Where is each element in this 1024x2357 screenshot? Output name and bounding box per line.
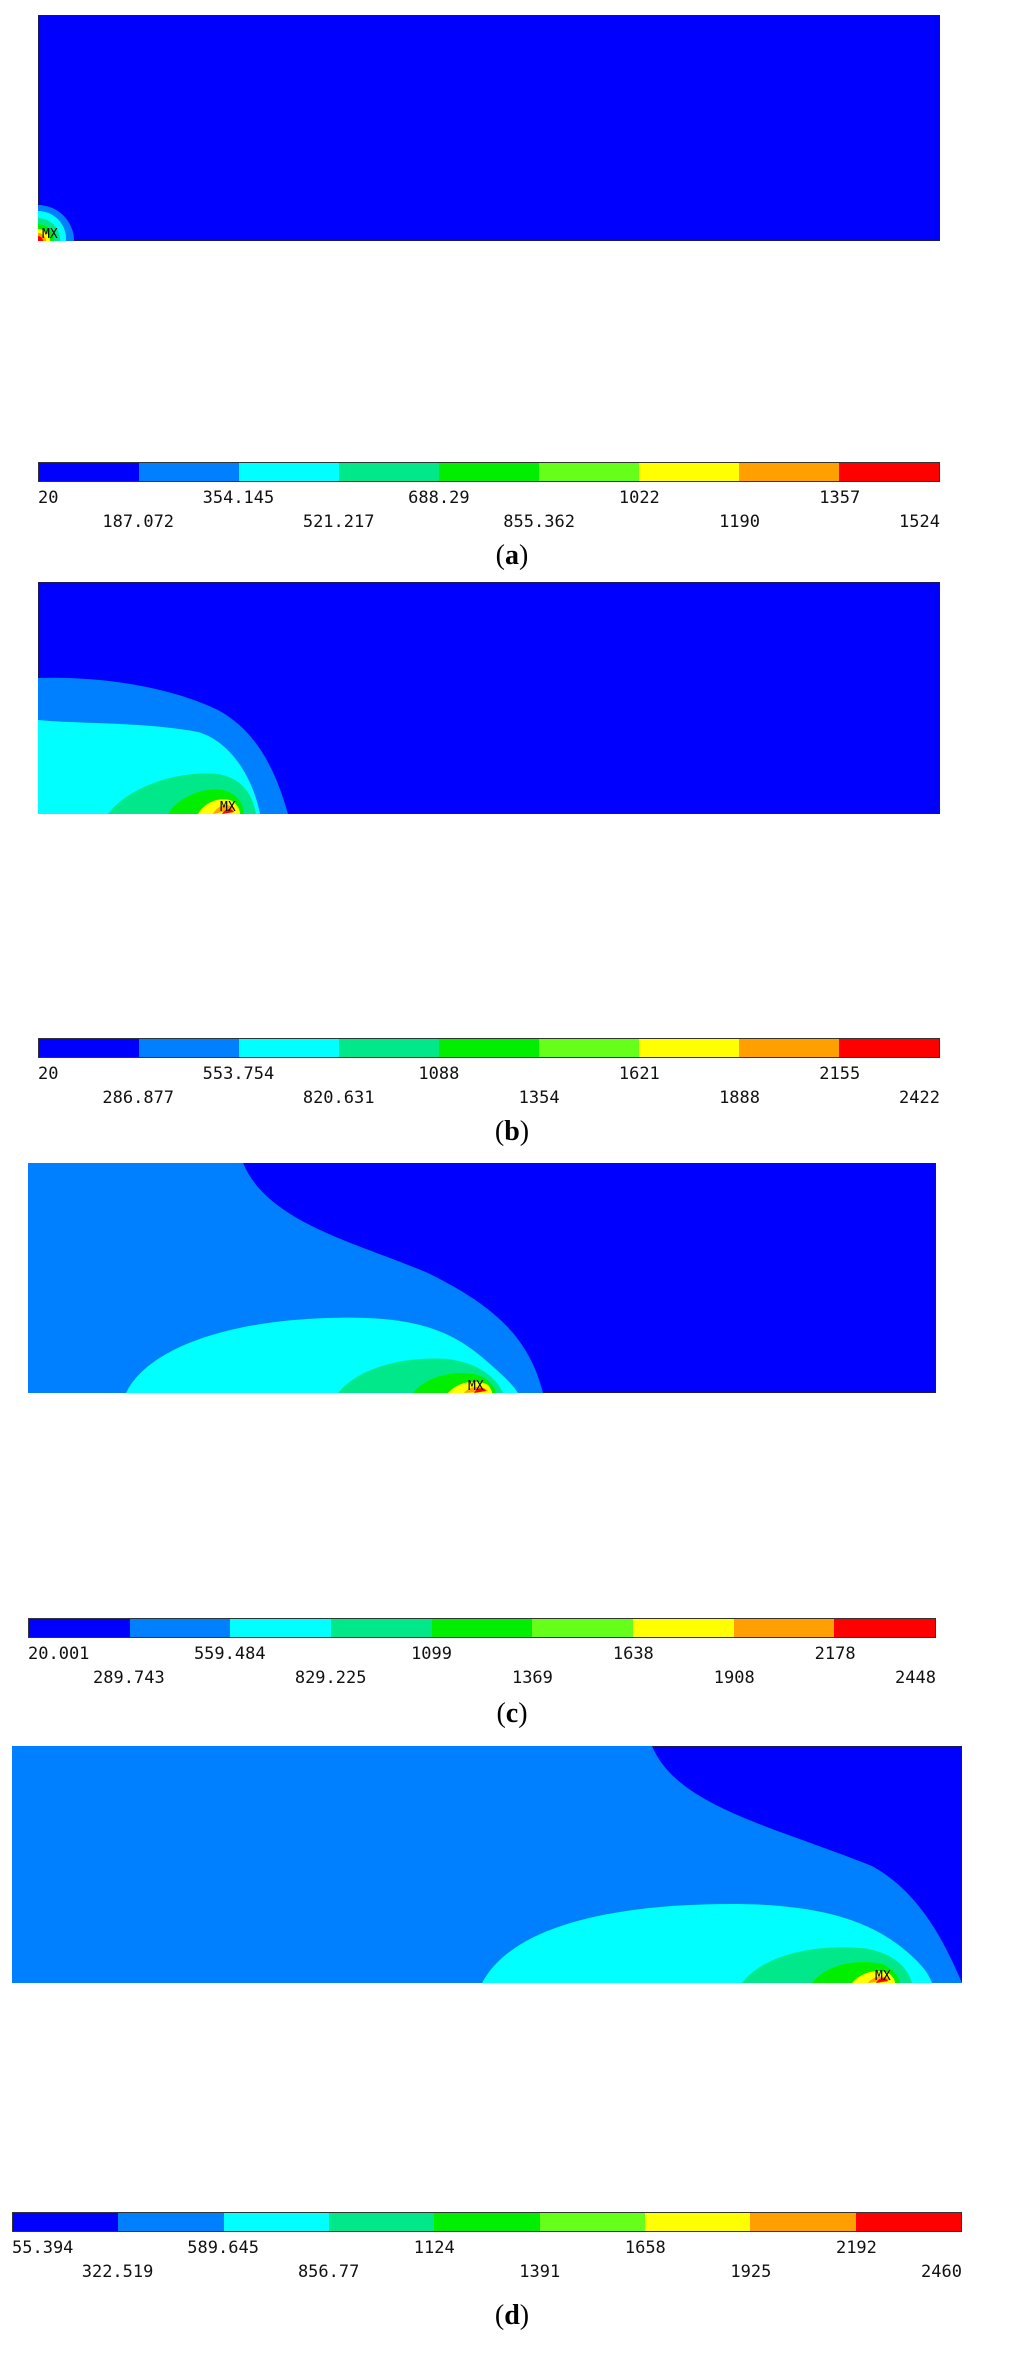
legend-label: 1099 (411, 1644, 453, 1664)
legend-label: 1369 (511, 1668, 553, 1688)
legend-label: 2155 (819, 1064, 861, 1084)
legend-swatch (839, 1039, 939, 1057)
legend-swatch (13, 2213, 119, 2231)
legend-label: 1088 (418, 1064, 460, 1084)
legend-label: 855.362 (503, 512, 575, 532)
legend-swatch (339, 463, 439, 481)
legend-label: 322.519 (81, 2262, 154, 2282)
legend-label: 1354 (518, 1088, 560, 1108)
legend-label: 1908 (713, 1668, 755, 1688)
panel-caption-d: (d) (494, 2300, 530, 2331)
legend-swatch (118, 2213, 224, 2231)
legend-label: 20 (38, 488, 59, 508)
panel-caption-b: (b) (494, 1116, 530, 1147)
legend-label: 589.645 (187, 2238, 259, 2258)
legend-swatch (539, 1039, 639, 1057)
legend-swatch (139, 1039, 239, 1057)
legend-label: 1888 (719, 1088, 761, 1108)
legend-swatch (39, 1039, 139, 1057)
legend-swatch (439, 463, 539, 481)
legend-label: 2448 (895, 1668, 936, 1688)
legend-swatch (223, 2213, 329, 2231)
legend-swatch (839, 463, 939, 481)
legend-swatch (139, 463, 239, 481)
legend-swatch (750, 2213, 856, 2231)
legend-swatch (431, 1619, 533, 1637)
legend-label: 1658 (624, 2238, 666, 2258)
legend-swatch (239, 1039, 339, 1057)
legend-swatch (855, 2213, 961, 2231)
max-marker-c: MX (468, 1379, 484, 1393)
panel-letter: a (505, 540, 519, 571)
contour-plot-a: MX (38, 15, 940, 241)
legend-swatch (644, 2213, 751, 2231)
panel-caption-c: (c) (496, 1698, 528, 1729)
legend-label: 1124 (413, 2238, 455, 2258)
max-marker-a: MX (42, 227, 58, 241)
legend-label: 1638 (612, 1644, 654, 1664)
contour-plot-b: MX (38, 582, 940, 814)
legend-label: 2422 (899, 1088, 940, 1108)
legend-label: 20 (38, 1064, 59, 1084)
legend-label: 559.484 (193, 1644, 266, 1664)
legend-label: 354.145 (202, 488, 275, 508)
legend-swatch (29, 1619, 130, 1637)
legend-label: 1357 (819, 488, 861, 508)
legend-swatch (739, 463, 839, 481)
legend-label: 286.877 (102, 1088, 175, 1108)
legend-label: 55.394 (12, 2238, 74, 2258)
color-legend-a (38, 462, 940, 482)
legend-label: 2192 (835, 2238, 877, 2258)
legend-swatch (834, 1619, 936, 1637)
legend-swatch (539, 463, 639, 481)
legend-swatch (39, 463, 139, 481)
max-marker-d: MX (875, 1969, 891, 1983)
legend-label: 2460 (921, 2262, 962, 2282)
legend-label: 2178 (814, 1644, 856, 1664)
legend-label: 1391 (519, 2262, 561, 2282)
contour-plot-d: MX (12, 1746, 962, 1983)
color-legend-b (38, 1038, 940, 1058)
legend-label: 1621 (618, 1064, 660, 1084)
legend-swatch (439, 1039, 539, 1057)
legend-label: 187.072 (102, 512, 175, 532)
contour-plot-c: MX (28, 1163, 936, 1393)
legend-label: 1524 (899, 512, 940, 532)
max-marker-b: MX (220, 800, 236, 814)
legend-swatch (239, 463, 339, 481)
legend-swatch (129, 1619, 231, 1637)
legend-swatch (639, 463, 739, 481)
legend-label: 1925 (730, 2262, 772, 2282)
legend-label: 820.631 (302, 1088, 375, 1108)
panel-caption-a: (a) (495, 540, 529, 571)
legend-swatch (328, 2213, 435, 2231)
legend-label: 1022 (618, 488, 660, 508)
legend-label: 553.754 (202, 1064, 275, 1084)
legend-swatch (434, 2213, 540, 2231)
color-legend-c (28, 1618, 936, 1638)
legend-swatch (230, 1619, 332, 1637)
legend-swatch (339, 1039, 439, 1057)
legend-swatch (639, 1039, 739, 1057)
legend-label: 1190 (719, 512, 761, 532)
legend-swatch (733, 1619, 835, 1637)
legend-swatch (532, 1619, 634, 1637)
legend-label: 829.225 (294, 1668, 367, 1688)
legend-label: 856.77 (297, 2262, 360, 2282)
legend-label: 521.217 (302, 512, 375, 532)
panel-letter: d (504, 2300, 520, 2331)
legend-swatch (331, 1619, 432, 1637)
panel-letter: b (504, 1116, 520, 1147)
legend-swatch (739, 1039, 839, 1057)
legend-swatch (633, 1619, 734, 1637)
color-legend-d (12, 2212, 962, 2232)
legend-label: 289.743 (93, 1668, 165, 1688)
legend-label: 688.29 (408, 488, 470, 508)
panel-letter: c (505, 1698, 519, 1729)
legend-swatch (539, 2213, 645, 2231)
legend-label: 20.001 (28, 1644, 90, 1664)
